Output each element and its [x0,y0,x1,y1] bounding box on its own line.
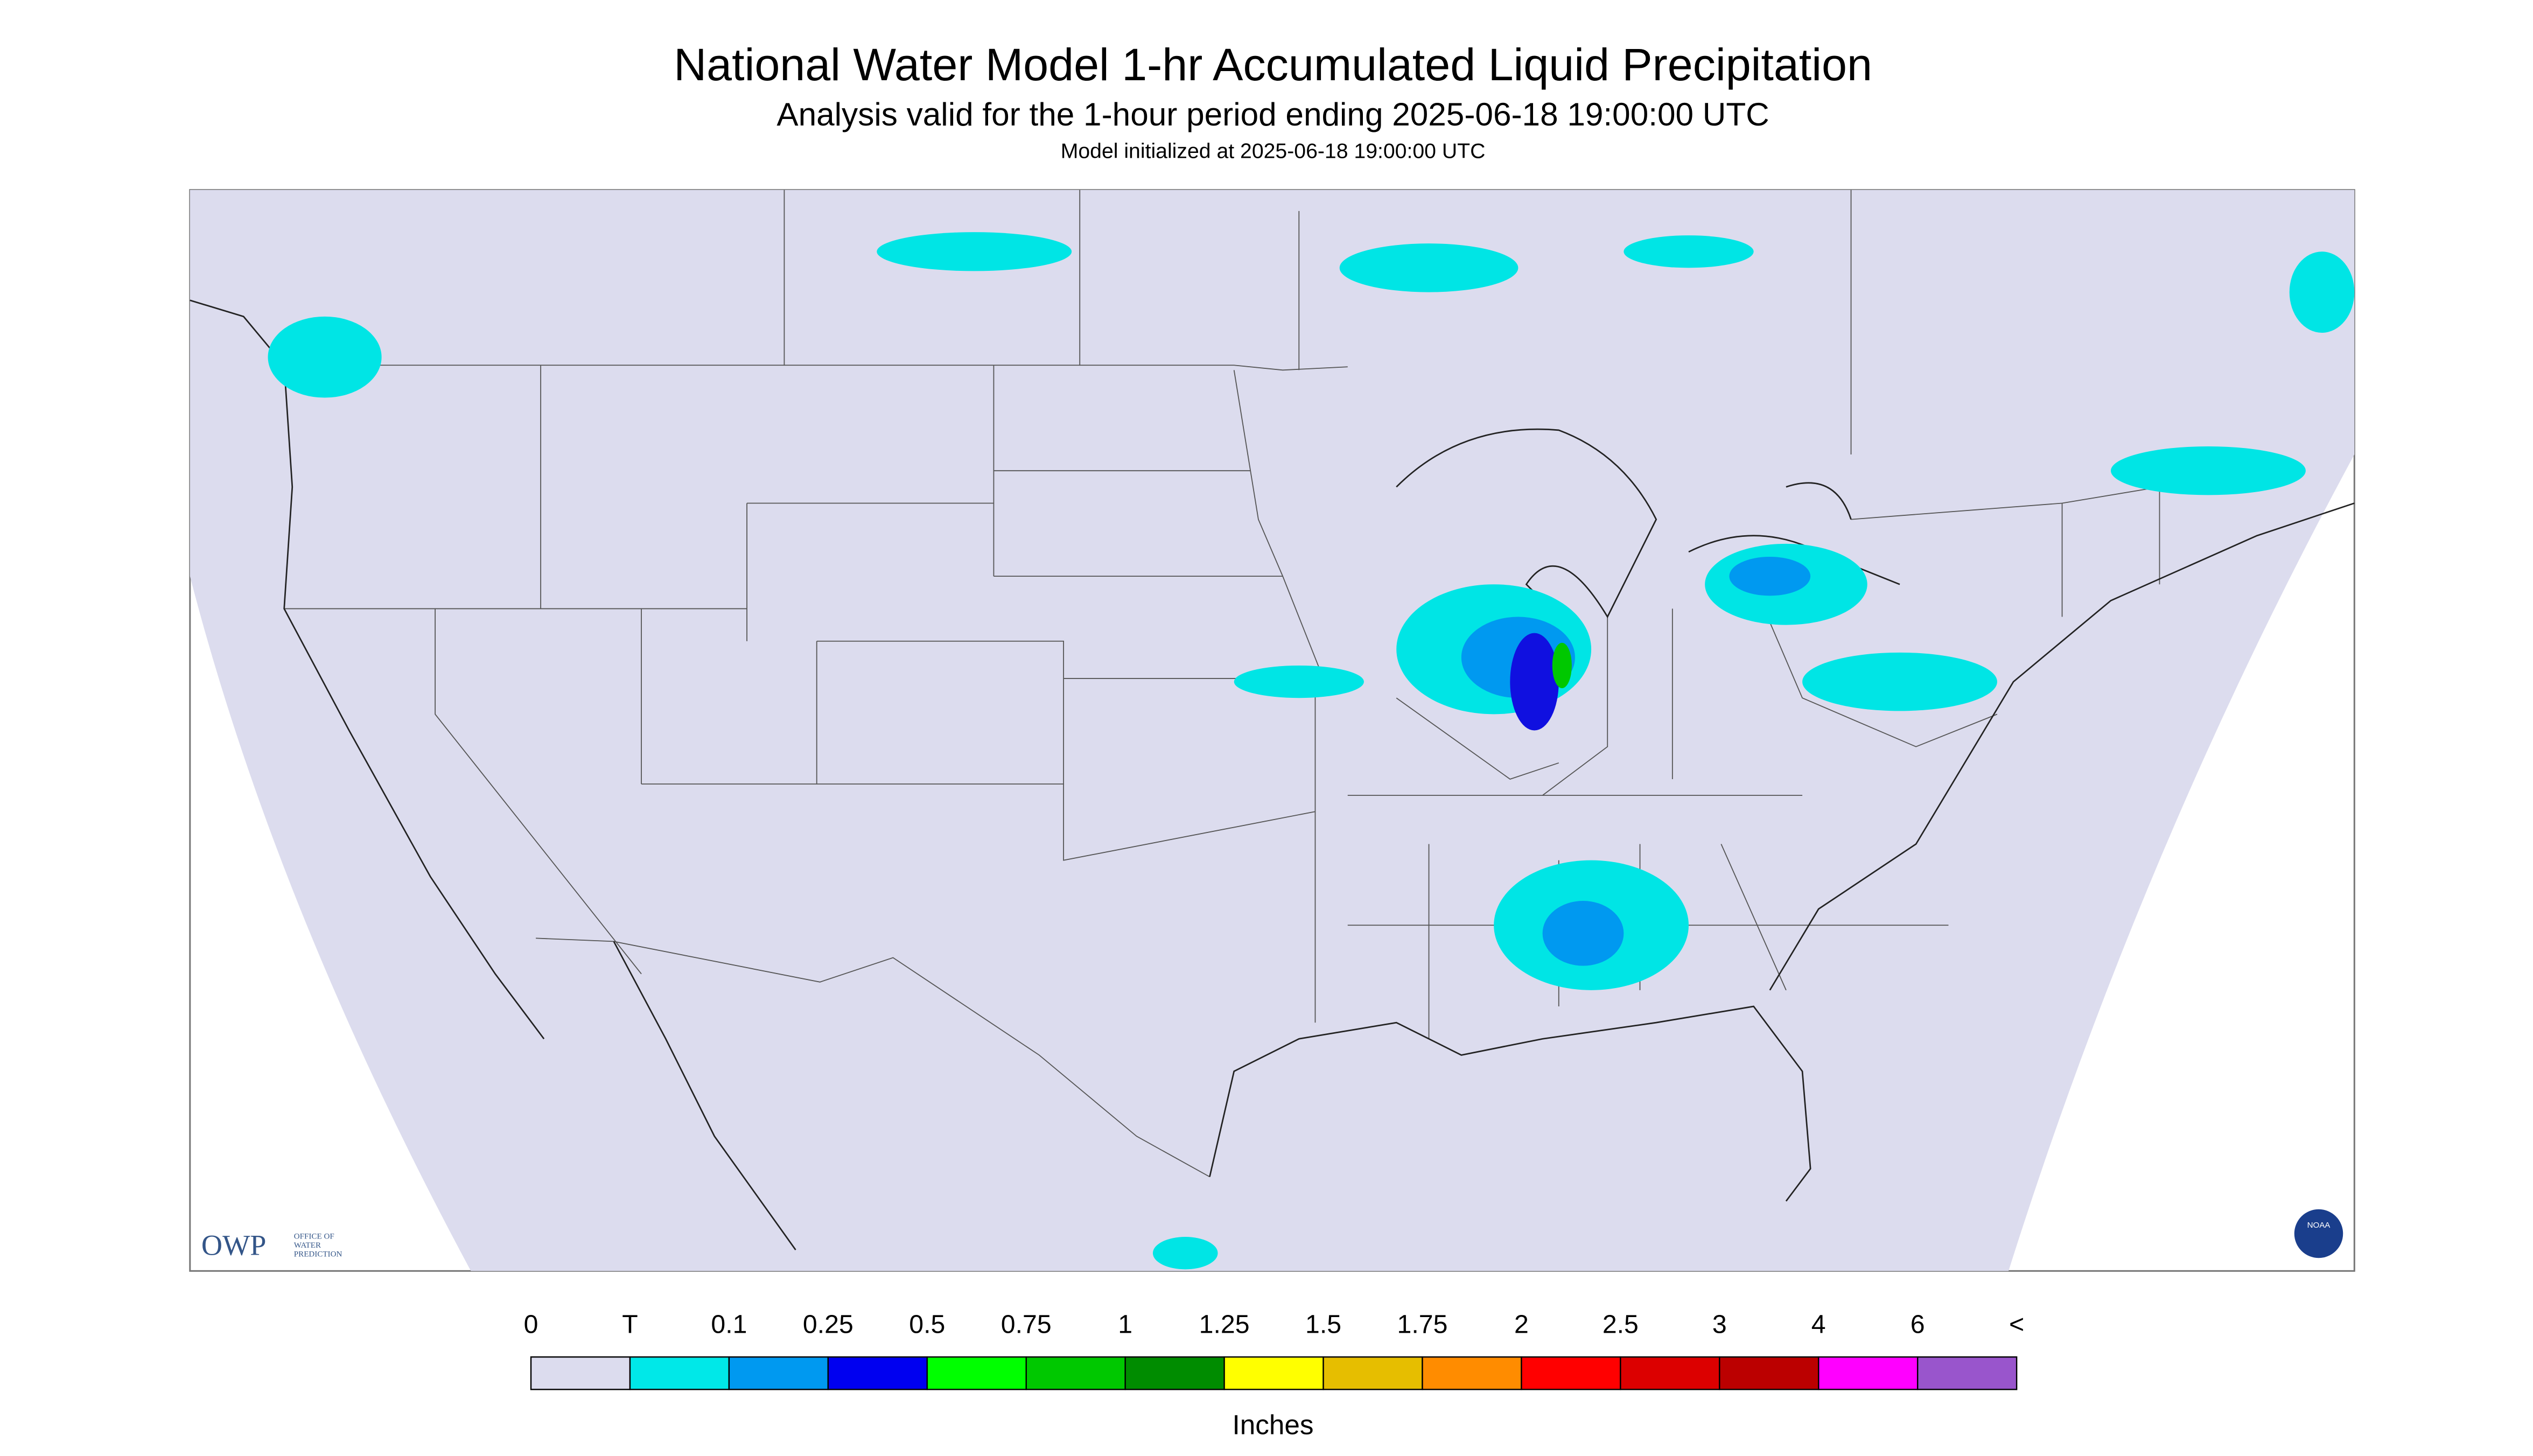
legend-swatch [1620,1356,1720,1390]
legend-swatch [1223,1356,1324,1390]
legend-label: 6 [1911,1310,1925,1339]
legend-swatch [1916,1356,2018,1390]
title: National Water Model 1-hr Accumulated Li… [674,39,1872,90]
legend-label: T [622,1310,638,1339]
legend-label: 1.5 [1305,1310,1341,1339]
legend-swatch [530,1356,631,1390]
logo-name: OWP [201,1229,267,1262]
legend: 0 T 0.1 0.25 0.5 0.75 1 1.25 1.5 1.75 2 2.5 3 4 6 < [524,1310,2024,1390]
legend-label: 0.5 [909,1310,945,1339]
model-domain [190,190,2355,1271]
legend-label: 1.75 [1397,1310,1448,1339]
legend-label: 2 [1514,1310,1529,1339]
legend-label: 1.25 [1199,1310,1250,1339]
legend-swatch [827,1356,928,1390]
legend-label: 2.5 [1603,1310,1639,1339]
legend-label: 4 [1811,1310,1826,1339]
noaa-text: NOAA [2307,1221,2331,1230]
legend-label: 0.1 [711,1310,747,1339]
legend-swatch [1025,1356,1126,1390]
legend-swatch [1818,1356,1919,1390]
legend-swatch [926,1356,1027,1390]
legend-swatch [1422,1356,1522,1390]
legend-swatch [1719,1356,1820,1390]
legend-swatch [728,1356,829,1390]
legend-swatch [1323,1356,1423,1390]
init-line: Model initialized at 2025-06-18 19:00:00… [1061,140,1486,163]
noaa-logo [2294,1209,2343,1258]
legend-label: 3 [1712,1310,1727,1339]
legend-label: 0.75 [1001,1310,1052,1339]
legend-swatch [629,1356,730,1390]
precipitation [268,232,2355,1270]
legend-swatch [1124,1356,1225,1390]
legend-label: 0.25 [803,1310,853,1339]
legend-label: 0 [524,1310,538,1339]
logo-line: PREDICTION [294,1250,342,1259]
coastline [190,299,2355,1250]
legend-units: Inches [1233,1409,1314,1440]
legend-label: 1 [1118,1310,1132,1339]
logo-line: WATER [294,1241,321,1250]
legend-label: < [2009,1310,2024,1339]
logo-line: OFFICE OF [294,1232,334,1241]
subtitle: Analysis valid for the 1-hour period end… [776,96,1769,132]
legend-swatch [1521,1356,1621,1390]
